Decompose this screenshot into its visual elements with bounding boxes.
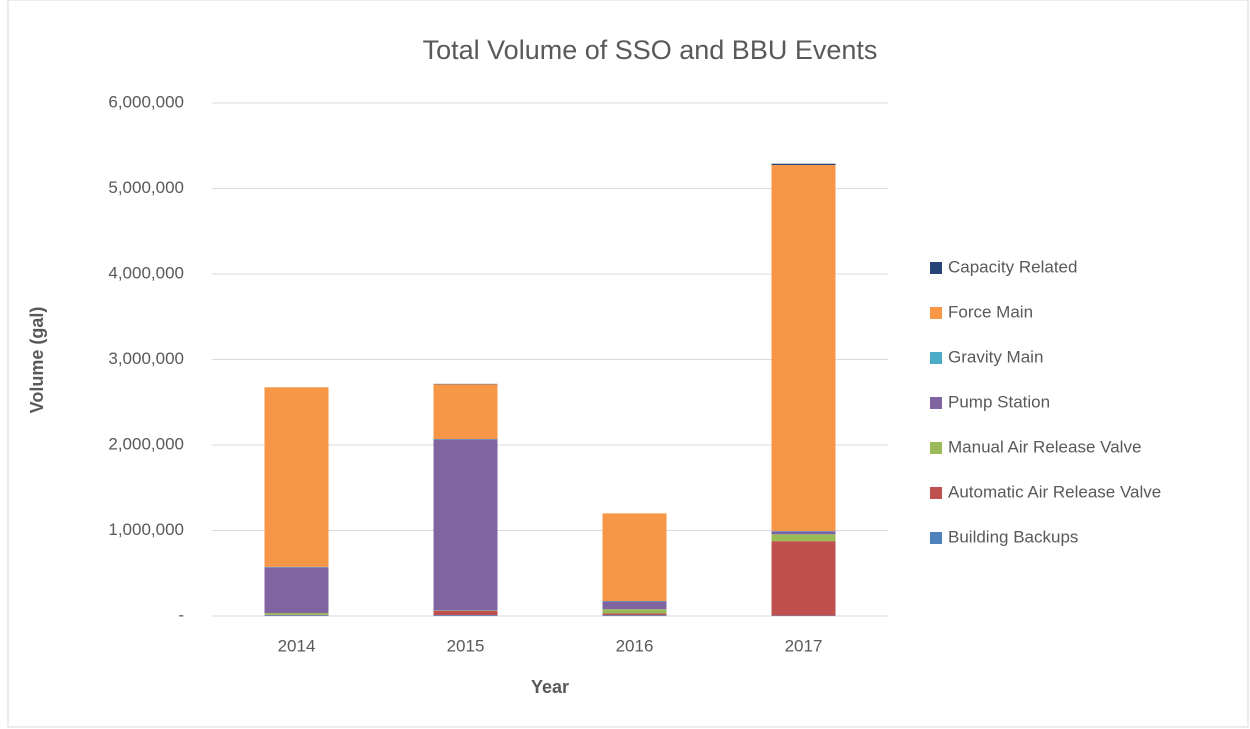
y-tick-label: 4,000,000 (108, 263, 184, 282)
legend-label: Manual Air Release Valve (948, 437, 1141, 456)
bar-segment (433, 439, 498, 611)
legend-label: Gravity Main (948, 347, 1043, 366)
legend-swatch (930, 262, 942, 274)
y-tick-label: 1,000,000 (108, 520, 184, 539)
x-tick-label: 2015 (447, 636, 485, 655)
bar-segment (264, 387, 329, 567)
legend-label: Building Backups (948, 527, 1078, 546)
bar-segment (433, 610, 498, 616)
legend-label: Automatic Air Release Valve (948, 482, 1161, 501)
chart-title: Total Volume of SSO and BBU Events (423, 35, 878, 65)
bar-segment (602, 601, 667, 610)
bar-segment (433, 384, 498, 440)
legend-swatch (930, 352, 942, 364)
x-tick-label: 2017 (785, 636, 823, 655)
legend-label: Pump Station (948, 392, 1050, 411)
y-tick-label: 5,000,000 (108, 178, 184, 197)
bar-segment (771, 541, 836, 616)
bar-segment (771, 534, 836, 542)
x-tick-label: 2016 (616, 636, 654, 655)
bar-segment (264, 615, 329, 616)
bar-segment (602, 613, 667, 616)
legend-swatch (930, 487, 942, 499)
bar-segment (771, 531, 836, 535)
legend-label: Force Main (948, 302, 1033, 321)
y-tick-label: 3,000,000 (108, 349, 184, 368)
bar-segment (264, 567, 329, 614)
bar-segment (602, 615, 667, 616)
bar-segment (602, 513, 667, 602)
legend-label: Capacity Related (948, 257, 1077, 276)
bar-segment (771, 164, 836, 531)
bar-segment (602, 609, 667, 614)
legend-swatch (930, 397, 942, 409)
y-axis-label: Volume (gal) (27, 307, 47, 414)
bar-segment (433, 615, 498, 616)
legend-swatch (930, 307, 942, 319)
x-axis-label: Year (531, 677, 569, 697)
chart-border (7, 0, 1249, 728)
y-tick-label: 6,000,000 (108, 92, 184, 111)
y-tick-label: 2,000,000 (108, 434, 184, 453)
x-tick-label: 2014 (278, 636, 316, 655)
legend-swatch (930, 532, 942, 544)
y-tick-label: - (178, 605, 184, 624)
legend-swatch (930, 442, 942, 454)
bar-segment (771, 163, 836, 165)
bar-segment (264, 613, 329, 615)
